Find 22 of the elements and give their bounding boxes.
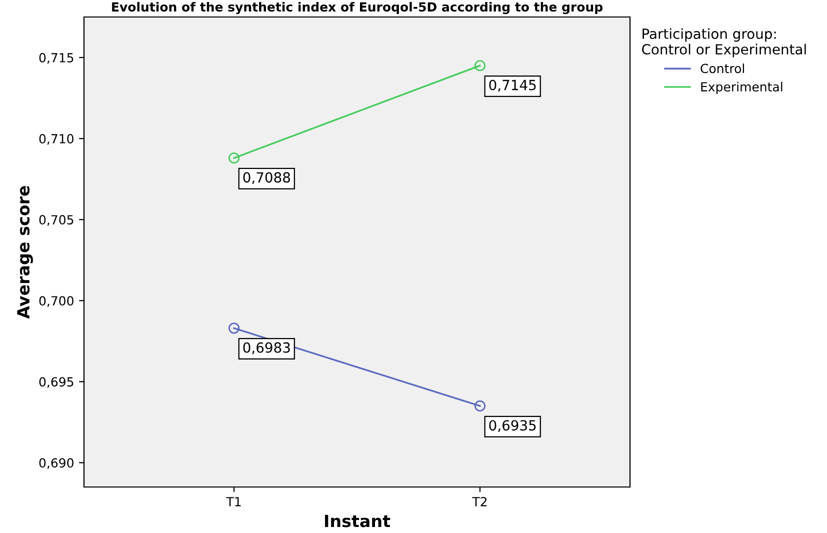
chart-title: Evolution of the synthetic index of Euroqol-5D according to the group — [112, 2, 603, 14]
data-label: 0,6935 — [489, 420, 536, 432]
y-tick-label: 0,695 — [39, 377, 74, 388]
y-axis-title: Average score — [17, 186, 33, 319]
data-label: 0,7145 — [489, 80, 536, 92]
y-tick-label: 0,690 — [39, 458, 74, 469]
data-label: 0,7088 — [243, 172, 290, 184]
x-tick-label: T2 — [472, 496, 487, 506]
point — [228, 152, 240, 164]
point — [474, 60, 486, 72]
y-tick-label: 0,710 — [39, 134, 74, 145]
y-tick-label: 0,715 — [39, 52, 74, 64]
legend-label: Control — [700, 63, 744, 74]
legend-title: Participation group: Control or Experimental — [642, 28, 806, 58]
y-tick-label: 0,705 — [39, 215, 74, 226]
point — [474, 400, 486, 412]
y-tick-label: 0,700 — [39, 296, 74, 307]
point — [228, 322, 240, 334]
data-label: 0,6983 — [243, 342, 290, 354]
x-tick-label: T1 — [226, 497, 241, 506]
legend-label: Experimental — [701, 82, 782, 94]
x-axis-title: Instant — [325, 514, 390, 528]
